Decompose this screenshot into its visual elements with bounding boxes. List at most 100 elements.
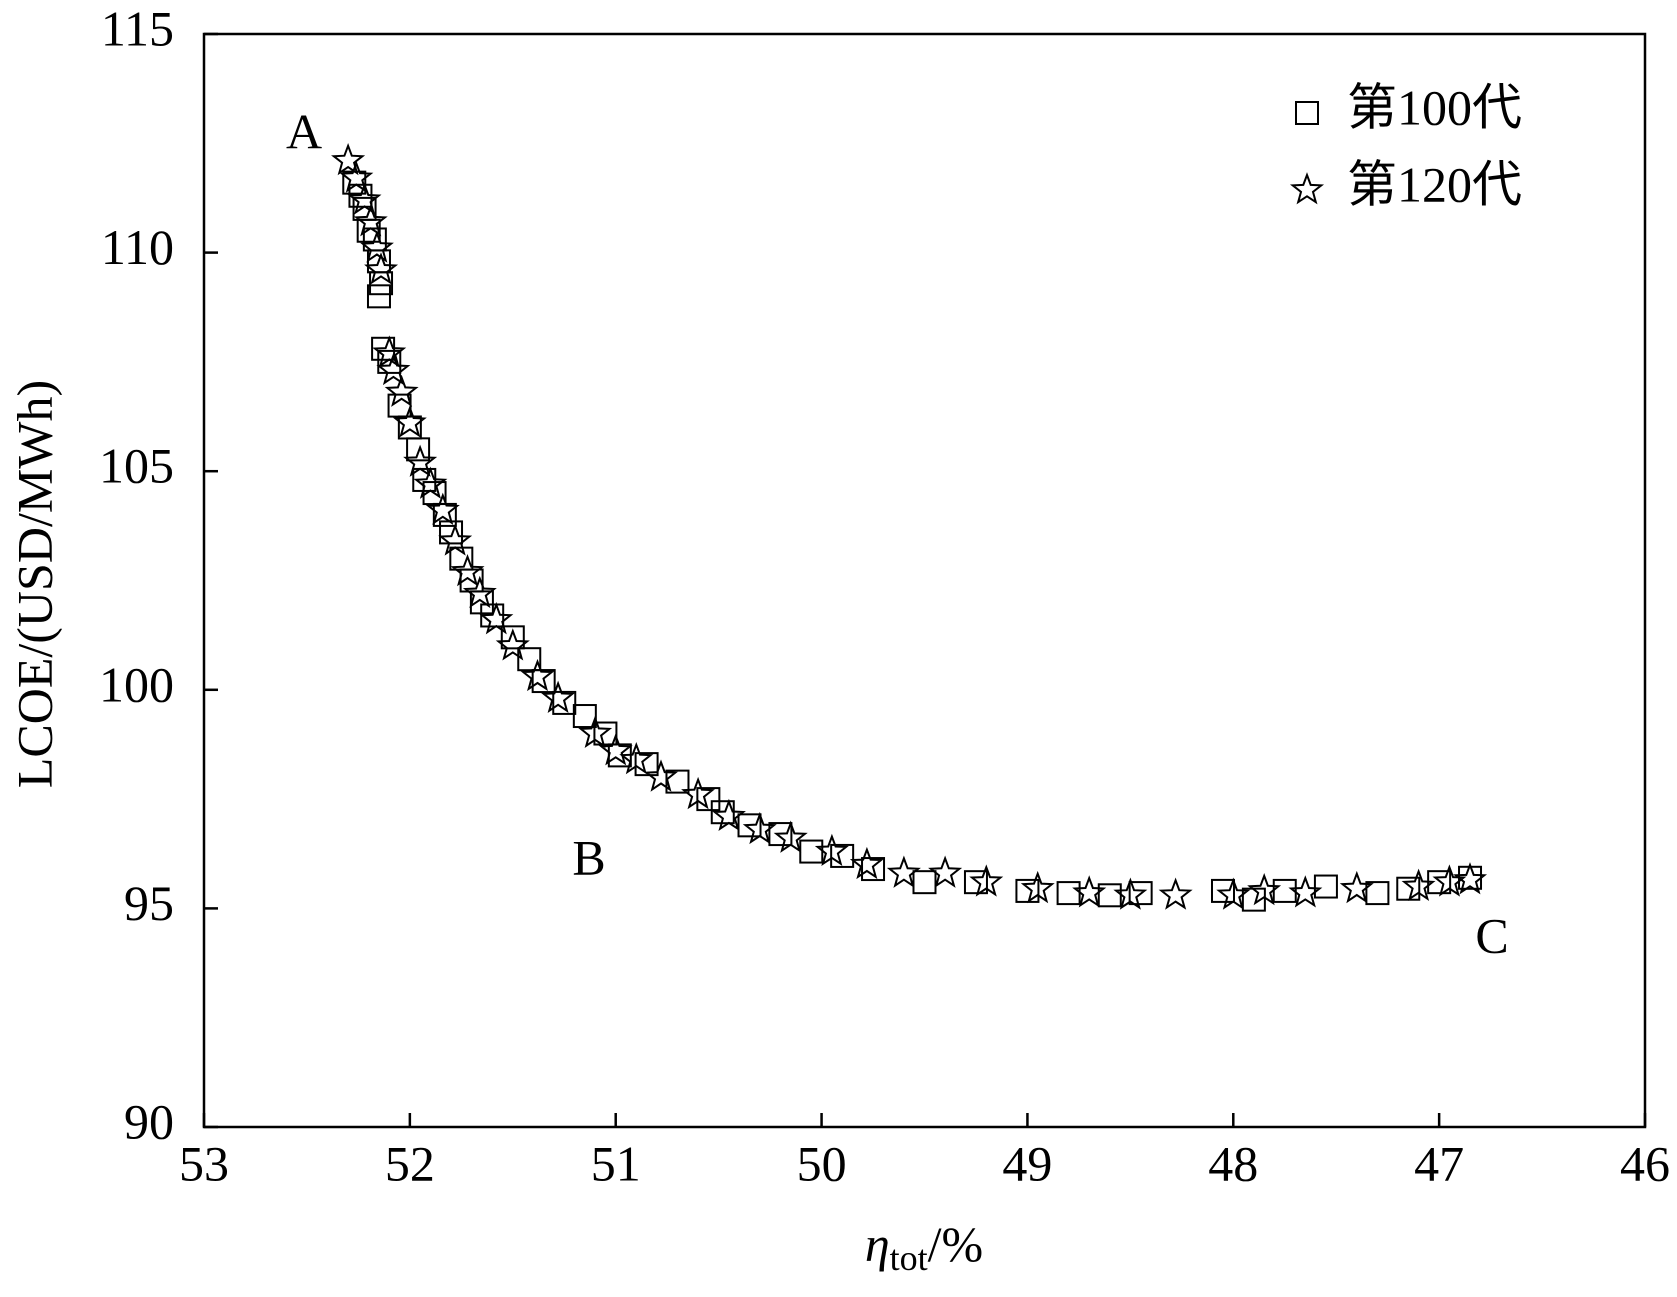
y-tick-label: 95 — [124, 875, 174, 931]
x-label-symbol: η — [865, 1216, 890, 1272]
point — [737, 813, 762, 838]
point — [1072, 875, 1107, 908]
point — [849, 846, 884, 880]
point — [773, 820, 808, 853]
point — [768, 822, 793, 847]
point — [520, 658, 555, 692]
point — [462, 575, 497, 609]
point — [665, 769, 690, 794]
point — [384, 374, 419, 407]
point — [1015, 878, 1040, 903]
annotation: B — [572, 829, 605, 885]
point — [450, 553, 485, 587]
point — [356, 218, 381, 243]
x-tick-label: 48 — [1208, 1135, 1258, 1191]
point — [353, 204, 388, 237]
point — [1247, 873, 1282, 906]
point — [928, 855, 963, 888]
point — [392, 405, 427, 438]
point — [1020, 870, 1055, 904]
point — [1339, 870, 1374, 904]
point — [578, 715, 613, 749]
point — [347, 182, 382, 215]
point — [1272, 878, 1297, 903]
point — [369, 271, 394, 296]
legend-label: 第120代 — [1347, 156, 1522, 212]
point — [403, 444, 438, 477]
point — [799, 839, 824, 864]
point — [619, 741, 654, 775]
point — [963, 870, 988, 895]
point — [711, 798, 746, 831]
point — [1288, 875, 1323, 908]
point — [517, 647, 542, 672]
point — [1365, 881, 1390, 906]
point — [1210, 878, 1235, 903]
point — [376, 352, 411, 386]
point — [552, 690, 577, 715]
point — [830, 843, 855, 868]
point — [1313, 874, 1338, 899]
point — [541, 680, 575, 714]
point — [1056, 881, 1081, 906]
point — [479, 601, 514, 635]
point — [438, 523, 473, 556]
point — [360, 230, 394, 263]
point — [696, 787, 721, 812]
x-tick-label: 53 — [179, 1135, 229, 1191]
legend-marker — [1295, 101, 1319, 125]
point — [339, 160, 374, 193]
x-tick-label: 47 — [1414, 1135, 1464, 1191]
plot-frame — [202, 32, 1647, 1129]
point — [531, 669, 556, 694]
x-label-subscript: tot — [890, 1238, 928, 1278]
point — [500, 625, 525, 650]
annotation: A — [286, 103, 322, 159]
point — [912, 870, 937, 895]
x-tick-label: 46 — [1620, 1135, 1670, 1191]
point — [331, 142, 366, 176]
x-tick-label: 52 — [385, 1135, 435, 1191]
point — [1432, 864, 1467, 897]
y-tick-label: 115 — [101, 0, 174, 56]
x-tick-label: 51 — [591, 1135, 641, 1191]
y-tick-label: 105 — [99, 438, 174, 494]
point — [372, 335, 407, 368]
point — [969, 864, 1004, 897]
point — [413, 466, 448, 499]
point — [1453, 862, 1488, 895]
point — [364, 252, 399, 285]
x-tick-label: 49 — [1002, 1135, 1052, 1191]
y-tick-label: 110 — [101, 219, 174, 275]
point — [814, 833, 849, 866]
x-axis-label: ηtot/% — [865, 1216, 983, 1278]
point — [593, 721, 618, 746]
point — [425, 492, 460, 526]
y-tick-label: 90 — [124, 1093, 174, 1149]
legend-marker — [1289, 172, 1325, 205]
point — [634, 752, 659, 777]
point — [1216, 877, 1251, 910]
x-tick-label: 50 — [797, 1135, 847, 1191]
x-label-unit: /% — [928, 1216, 984, 1272]
point — [643, 759, 679, 792]
point — [742, 811, 777, 845]
annotation: C — [1475, 907, 1508, 963]
point — [1401, 868, 1436, 902]
y-tick-label: 100 — [99, 656, 174, 712]
point — [366, 284, 391, 309]
point — [598, 733, 633, 766]
point — [1158, 877, 1193, 910]
point — [861, 857, 886, 882]
legend-label: 第100代 — [1347, 79, 1522, 135]
point — [495, 628, 530, 661]
point — [681, 776, 716, 810]
point — [1396, 876, 1421, 901]
point — [406, 437, 431, 462]
point — [1113, 877, 1148, 910]
y-axis-label: LCOE/(USD/MWh) — [6, 380, 62, 788]
point — [572, 704, 597, 729]
point — [1128, 881, 1153, 906]
point — [377, 349, 402, 374]
